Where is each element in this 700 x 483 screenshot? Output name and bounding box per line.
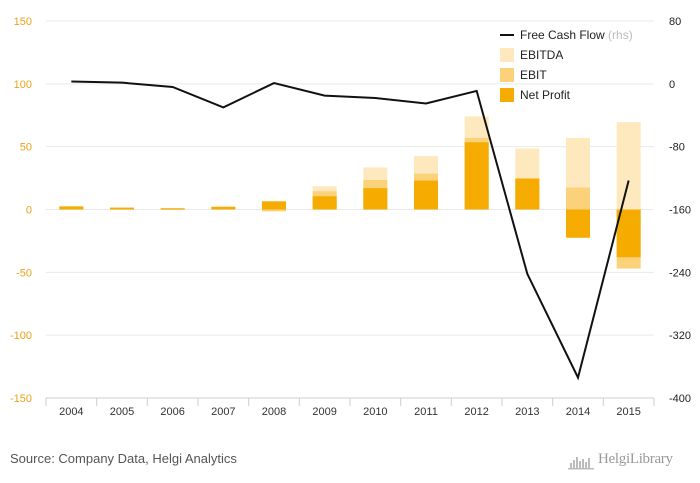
source-note: Source: Company Data, Helgi Analytics <box>10 451 237 466</box>
x-tick-label: 2014 <box>566 406 590 418</box>
x-tick-label: 2009 <box>312 406 336 418</box>
y-right-tick-label: -160 <box>669 205 691 217</box>
net-profit-bar <box>616 209 641 258</box>
y-right-tick-label: -240 <box>669 267 691 279</box>
legend: Free Cash Flow (rhs) EBITDA EBIT Net Profit <box>500 28 633 102</box>
legend-label-ebit: EBIT <box>520 68 547 82</box>
left-axis: 150 100 50 0 -50 -100 -150 <box>10 16 32 405</box>
ebit-bar <box>262 209 286 212</box>
x-tick-label: 2012 <box>464 406 488 418</box>
x-tick-label: 2008 <box>262 406 286 418</box>
right-axis: 80 0 -80 -160 -240 -320 -400 <box>669 16 691 405</box>
y-right-tick-label: 80 <box>669 16 681 28</box>
ebitda-bar <box>616 122 641 210</box>
legend-swatch-ebitda <box>500 48 514 62</box>
net-profit-bar <box>59 206 84 210</box>
x-tick-label: 2007 <box>211 406 235 418</box>
y-right-tick-label: -400 <box>669 393 691 405</box>
net-profit-bar <box>464 142 489 210</box>
helgi-logo-icon <box>568 457 594 470</box>
y-left-tick-label: 50 <box>20 142 32 154</box>
net-profit-bar <box>312 196 337 210</box>
ebit-bar <box>566 187 590 210</box>
y-right-tick-label: -80 <box>669 142 685 154</box>
y-left-tick-label: 100 <box>14 79 32 91</box>
x-tick-label: 2011 <box>414 406 438 418</box>
x-tick-label: 2013 <box>515 406 539 418</box>
logo-text: HelgiLibrary <box>598 451 673 467</box>
bars <box>59 116 641 269</box>
chart: 150 100 50 0 -50 -100 -150 80 0 -80 -160 -240 -320 -… <box>10 16 691 418</box>
net-profit-bar <box>262 201 286 210</box>
x-tick-label: 2005 <box>110 406 134 418</box>
y-left-tick-label: -50 <box>16 267 32 279</box>
legend-label-ebitda: EBITDA <box>520 48 563 62</box>
y-left-tick-label: 0 <box>26 205 32 217</box>
legend-label-free-cash-flow: Free Cash Flow (rhs) <box>520 28 633 42</box>
y-left-tick-label: 150 <box>14 16 32 28</box>
net-profit-bar <box>160 208 185 210</box>
legend-rhs-note: (rhs) <box>605 28 633 42</box>
y-right-tick-label: 0 <box>669 79 675 91</box>
x-tick-label: 2015 <box>616 406 640 418</box>
y-left-tick-label: -150 <box>10 393 32 405</box>
x-tick-label: 2004 <box>59 406 83 418</box>
net-profit-bar <box>566 209 590 238</box>
legend-swatch-net-profit <box>500 88 514 102</box>
x-tick-label: 2006 <box>160 406 184 418</box>
net-profit-bar <box>211 206 236 210</box>
free-cash-flow-line <box>71 80 630 381</box>
x-tick-label: 2010 <box>363 406 387 418</box>
y-right-tick-label: -320 <box>669 330 691 342</box>
net-profit-bar <box>110 207 134 210</box>
net-profit-bar <box>363 188 388 210</box>
fcf-line-group <box>71 80 630 381</box>
legend-label-net-profit: Net Profit <box>520 88 571 102</box>
y-left-tick-label: -100 <box>10 330 32 342</box>
grid <box>46 20 654 399</box>
x-axis: 2004 2005 2006 2007 2008 2009 2010 2011 2012 2013… <box>45 398 655 418</box>
net-profit-bar <box>414 180 438 210</box>
legend-swatch-ebit <box>500 68 514 82</box>
net-profit-bar <box>515 178 540 210</box>
